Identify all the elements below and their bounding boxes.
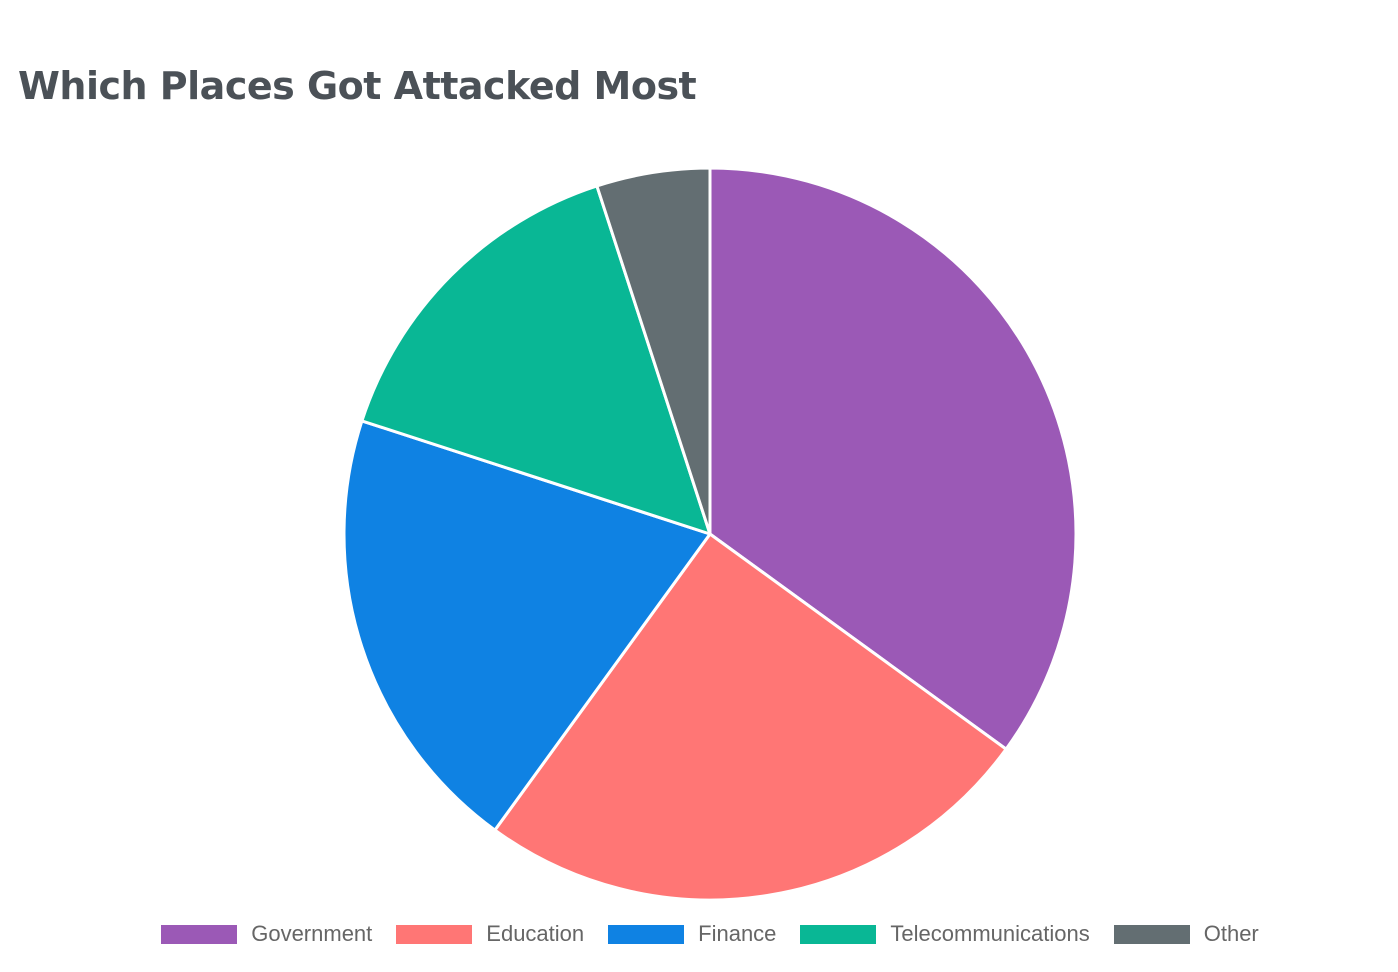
legend-swatch: [800, 924, 877, 944]
legend-item-education[interactable]: Education: [396, 921, 584, 947]
pie-chart: [342, 166, 1078, 902]
legend-item-government[interactable]: Government: [161, 921, 372, 947]
legend-swatch: [396, 924, 473, 944]
pie-slice-finance[interactable]: [342, 419, 712, 832]
legend-swatch: [1113, 924, 1190, 944]
chart-title: Which Places Got Attacked Most: [18, 64, 697, 108]
legend-label: Telecommunications: [890, 921, 1090, 946]
legend-item-telecommunications[interactable]: Telecommunications: [800, 921, 1090, 947]
legend-label: Other: [1203, 921, 1259, 946]
legend-item-finance[interactable]: Finance: [608, 921, 776, 947]
legend-item-other[interactable]: Other: [1113, 921, 1259, 947]
pie-slice-education[interactable]: [493, 532, 1008, 902]
legend-swatch: [161, 924, 238, 944]
legend-label: Education: [486, 921, 585, 946]
legend-label: Government: [251, 921, 373, 946]
pie-slices: [342, 166, 1078, 902]
pie-slice-government[interactable]: [708, 166, 1078, 751]
pie-slice-telecommunications[interactable]: [360, 184, 712, 536]
chart-legend: Government Education Finance Telecommunicat…: [0, 918, 1398, 950]
pie-slice-other[interactable]: [595, 166, 712, 536]
legend-swatch: [608, 924, 685, 944]
legend-label: Finance: [698, 921, 777, 946]
